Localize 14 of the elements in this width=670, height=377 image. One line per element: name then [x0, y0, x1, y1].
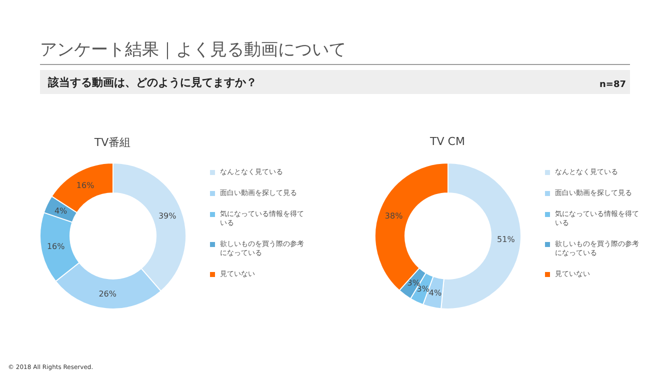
data-label: 26%: [98, 290, 117, 299]
data-label: 51%: [497, 234, 516, 244]
text: n=87: [600, 80, 626, 90]
text: アンケート結果｜よく見る動画について: [40, 39, 346, 61]
data-label: 4%: [428, 288, 442, 298]
chart-title: TV CM: [429, 135, 466, 148]
data-label: 16%: [46, 242, 66, 251]
data-label: 4%: [54, 206, 68, 216]
data-label: 39%: [158, 212, 177, 221]
text: 該当する動画は、どのように見てますか？: [48, 75, 257, 90]
data-label: 3%: [407, 278, 420, 288]
data-label: 16%: [76, 181, 95, 190]
chart-title: TV番組: [93, 135, 132, 150]
data-label: 38%: [384, 211, 404, 220]
